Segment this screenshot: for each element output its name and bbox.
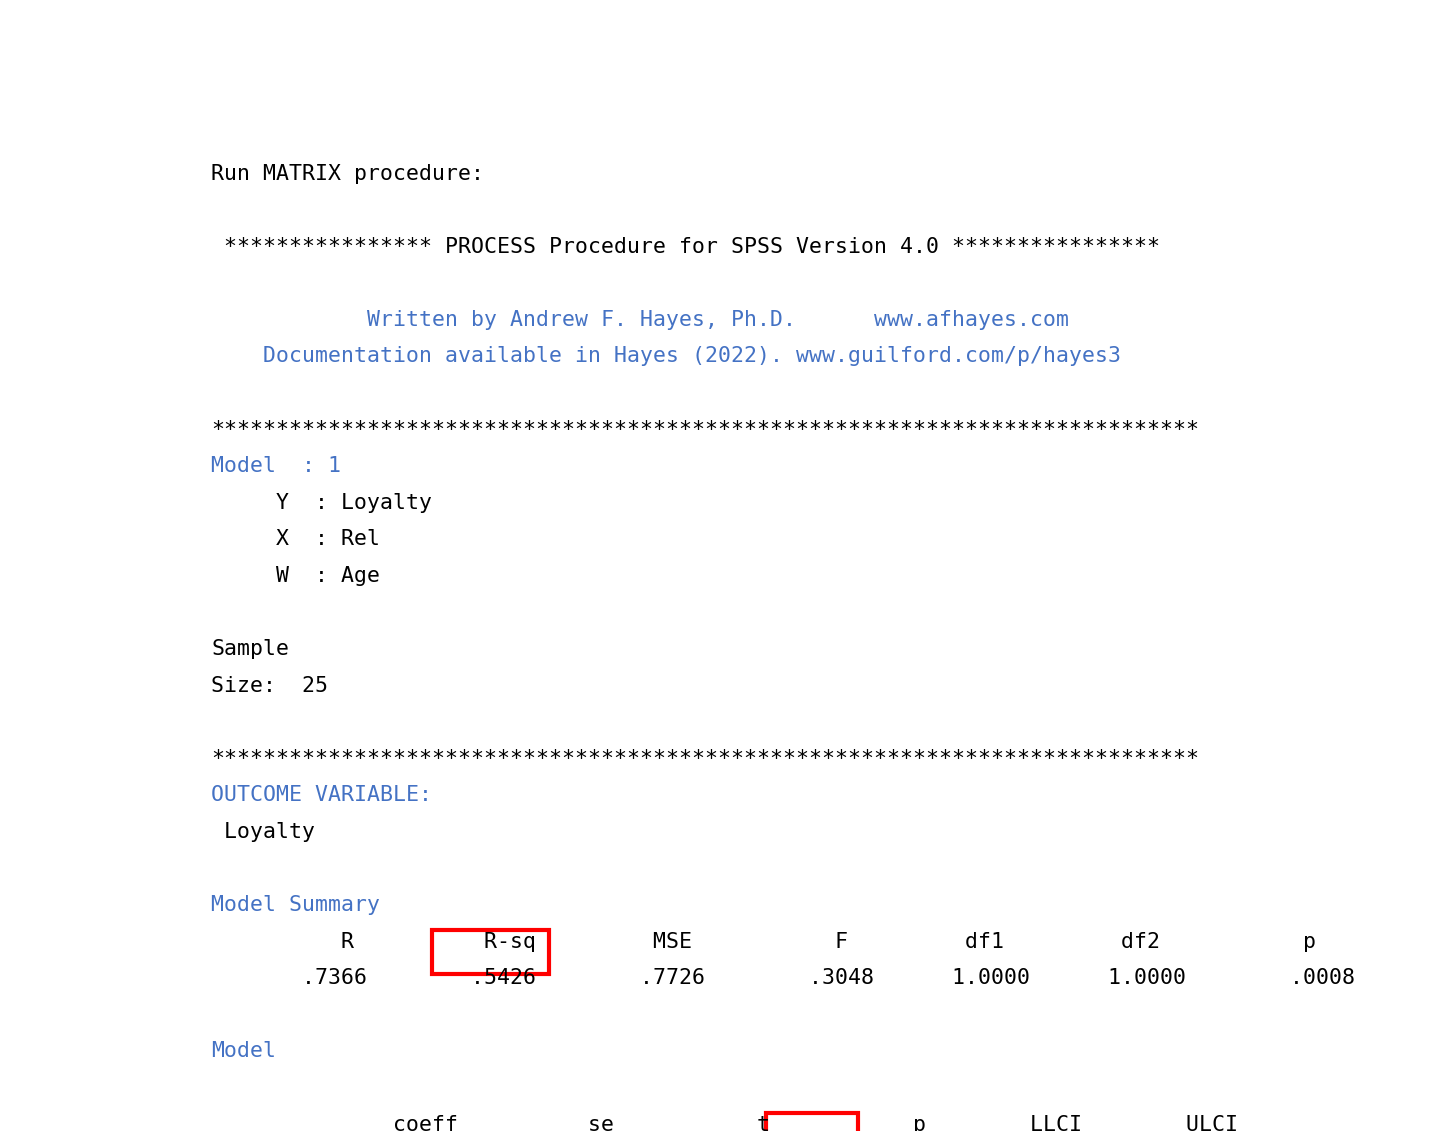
Text: Sample: Sample xyxy=(212,639,289,659)
Text: Model Summary: Model Summary xyxy=(212,895,380,915)
Text: Written by Andrew F. Hayes, Ph.D.      www.afhayes.com: Written by Andrew F. Hayes, Ph.D. www.af… xyxy=(212,310,1069,330)
Text: .7366        .5426        .7726        .3048      1.0000      1.0000        .000: .7366 .5426 .7726 .3048 1.0000 1.0000 .0… xyxy=(212,968,1356,988)
Text: OUTCOME VARIABLE:: OUTCOME VARIABLE: xyxy=(212,785,432,805)
Bar xyxy=(432,930,550,974)
Text: **************** PROCESS Procedure for SPSS Version 4.0 ****************: **************** PROCESS Procedure for S… xyxy=(212,236,1160,257)
Text: Model: Model xyxy=(212,1042,276,1061)
Text: Size:  25: Size: 25 xyxy=(212,675,328,696)
Text: ****************************************************************************: ****************************************… xyxy=(212,749,1199,769)
Bar xyxy=(767,1113,858,1131)
Text: Model  : 1: Model : 1 xyxy=(212,456,341,476)
Text: Documentation available in Hayes (2022). www.guilford.com/p/hayes3: Documentation available in Hayes (2022).… xyxy=(212,346,1121,366)
Text: W  : Age: W : Age xyxy=(212,566,380,586)
Text: Y  : Loyalty: Y : Loyalty xyxy=(212,493,432,512)
Text: X  : Rel: X : Rel xyxy=(212,529,380,550)
Text: R          R-sq         MSE           F         df1         df2           p: R R-sq MSE F df1 df2 p xyxy=(212,932,1317,951)
Text: Run MATRIX procedure:: Run MATRIX procedure: xyxy=(212,164,484,183)
Text: coeff          se           t           p        LLCI        ULCI: coeff se t p LLCI ULCI xyxy=(212,1114,1238,1131)
Text: ****************************************************************************: ****************************************… xyxy=(212,420,1199,440)
Text: Loyalty: Loyalty xyxy=(212,822,315,841)
